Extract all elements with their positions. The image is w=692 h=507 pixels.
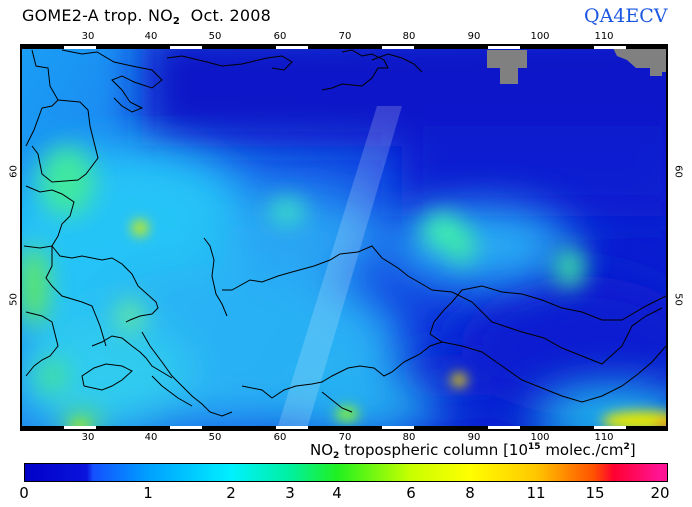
lon-label-top-100: 100 [530,31,550,42]
lon-label-bottom-90: 90 [467,432,481,443]
lon-label-bottom-70: 70 [338,432,352,443]
brand-logo-text: QA4ECV [584,5,668,27]
lon-label-top-40: 40 [144,31,158,42]
no2-map [20,44,668,431]
lat-label-left-50: 50 [8,293,20,306]
figure-title: GOME2-A trop. NO2 Oct. 2008 [22,6,272,27]
lon-label-top-70: 70 [338,31,352,42]
lon-label-top-90: 90 [467,31,481,42]
lat-label-right-50: 50 [672,293,684,306]
lon-label-top-50: 50 [208,31,222,42]
colorbar-label-8: 8 [465,484,475,502]
colorbar-label-1: 1 [143,484,153,502]
lon-label-bottom-80: 80 [402,432,416,443]
lon-label-top-60: 60 [273,31,287,42]
colorbar-label-11: 11 [526,484,546,502]
colorbar-label-3: 3 [285,484,295,502]
colorbar-label-4: 4 [332,484,342,502]
colorbar-label-6: 6 [406,484,416,502]
lon-label-bottom-50: 50 [208,432,222,443]
lat-label-left-60: 60 [8,165,20,178]
frame-top-bar [22,46,666,49]
lon-label-bottom-110: 110 [594,432,614,443]
colorbar [24,463,668,482]
lon-label-top-110: 110 [594,31,614,42]
lon-label-bottom-30: 30 [81,432,95,443]
colorbar-label-2: 2 [226,484,236,502]
frame-bottom-bar [22,426,666,429]
map-raster [22,46,666,429]
lon-label-bottom-100: 100 [530,432,550,443]
colorbar-label-15: 15 [585,484,605,502]
colorbar-label-0: 0 [19,484,29,502]
colorbar-label-20: 20 [650,484,670,502]
lat-label-right-60: 60 [672,165,684,178]
lon-label-bottom-60: 60 [273,432,287,443]
lon-label-bottom-40: 40 [144,432,158,443]
lon-label-top-30: 30 [81,31,95,42]
lon-label-top-80: 80 [402,31,416,42]
colorbar-title: NO2 tropospheric column [1015 molec./cm2… [310,441,636,461]
